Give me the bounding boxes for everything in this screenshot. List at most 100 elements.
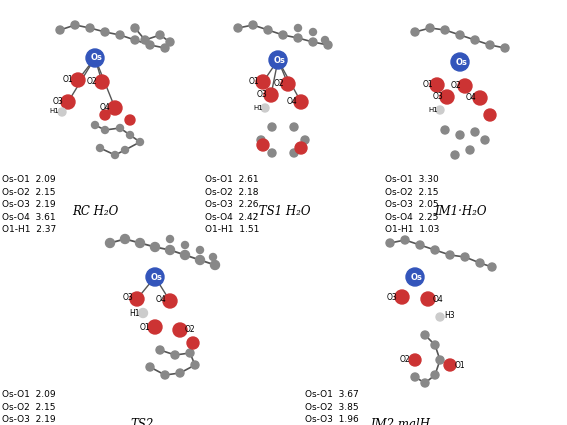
Circle shape [58, 108, 66, 116]
Text: O3: O3 [53, 96, 64, 105]
Circle shape [146, 41, 154, 49]
Circle shape [466, 146, 474, 154]
Text: TS2: TS2 [130, 418, 154, 425]
Circle shape [150, 243, 159, 252]
Circle shape [436, 356, 444, 364]
Circle shape [411, 28, 419, 36]
Circle shape [197, 246, 204, 253]
Circle shape [471, 128, 479, 136]
Text: H3: H3 [445, 312, 455, 320]
Circle shape [71, 73, 85, 87]
Text: Os: Os [411, 272, 423, 281]
Circle shape [136, 238, 145, 247]
Circle shape [440, 90, 454, 104]
Circle shape [446, 251, 454, 259]
Circle shape [484, 109, 496, 121]
Text: .TS1 H₂O: .TS1 H₂O [255, 205, 311, 218]
Circle shape [101, 28, 109, 36]
Circle shape [86, 49, 104, 67]
Text: O1: O1 [63, 74, 73, 83]
Circle shape [249, 21, 257, 29]
Text: O1: O1 [422, 79, 433, 88]
Text: Os: Os [151, 272, 163, 281]
Circle shape [426, 24, 434, 32]
Circle shape [264, 88, 278, 102]
Circle shape [234, 24, 242, 32]
Text: Os-O1  2.09
Os-O2  2.15
Os-O3  2.19
Os-O4  3.61
O1-H1  2.37: Os-O1 2.09 Os-O2 2.15 Os-O3 2.19 Os-O4 3… [2, 175, 56, 234]
Circle shape [461, 253, 469, 261]
Circle shape [126, 131, 133, 139]
Circle shape [209, 253, 217, 261]
Circle shape [416, 241, 424, 249]
Circle shape [163, 294, 177, 308]
Circle shape [441, 26, 449, 34]
Circle shape [261, 104, 269, 112]
Circle shape [476, 259, 484, 267]
Text: H1: H1 [130, 309, 140, 317]
Circle shape [279, 31, 287, 39]
Text: Os-O1  2.61
Os-O2  2.18
Os-O3  2.26
Os-O4  2.42
O1-H1  1.51: Os-O1 2.61 Os-O2 2.18 Os-O3 2.26 Os-O4 2… [205, 175, 259, 234]
Circle shape [431, 371, 439, 379]
Text: Os-O1  2.09
Os-O2  2.15
Os-O3  2.19
Os-O4  3.61
O1-H1  2.37: Os-O1 2.09 Os-O2 2.15 Os-O3 2.19 Os-O4 3… [2, 390, 56, 425]
Circle shape [131, 36, 139, 44]
Circle shape [187, 337, 199, 349]
Circle shape [431, 341, 439, 349]
Circle shape [61, 95, 75, 109]
Text: O3: O3 [433, 91, 443, 100]
Circle shape [141, 36, 149, 44]
Circle shape [301, 136, 309, 144]
Circle shape [176, 369, 184, 377]
Circle shape [269, 51, 287, 69]
Circle shape [100, 110, 110, 120]
Circle shape [486, 41, 494, 49]
Circle shape [156, 346, 164, 354]
Circle shape [456, 131, 464, 139]
Circle shape [501, 44, 509, 52]
Text: O1: O1 [455, 360, 466, 369]
Circle shape [96, 144, 104, 151]
Circle shape [294, 25, 302, 31]
Circle shape [116, 31, 124, 39]
Circle shape [171, 351, 179, 359]
Circle shape [167, 235, 174, 243]
Text: O4: O4 [287, 96, 297, 105]
Circle shape [137, 139, 143, 145]
Circle shape [121, 147, 129, 153]
Text: O3: O3 [122, 294, 133, 303]
Circle shape [294, 34, 302, 42]
Text: RC H₂O: RC H₂O [72, 205, 118, 218]
Circle shape [264, 26, 272, 34]
Circle shape [131, 24, 139, 32]
Circle shape [101, 127, 108, 133]
Circle shape [130, 292, 144, 306]
Circle shape [257, 139, 269, 151]
Text: Os: Os [456, 57, 468, 66]
Circle shape [310, 28, 316, 36]
Circle shape [161, 44, 169, 52]
Circle shape [295, 142, 307, 154]
Text: O4: O4 [433, 295, 443, 303]
Text: O2: O2 [87, 76, 98, 85]
Circle shape [148, 320, 162, 334]
Circle shape [488, 263, 496, 271]
Circle shape [180, 250, 189, 260]
Text: H1: H1 [49, 108, 59, 114]
Circle shape [436, 313, 444, 321]
Text: Os-O1  3.67
Os-O2  3.85
Os-O3  1.96
Os-O4  2.08
O2-H3  1.42: Os-O1 3.67 Os-O2 3.85 Os-O3 1.96 Os-O4 2… [305, 390, 359, 425]
Text: O3: O3 [387, 292, 397, 301]
Circle shape [91, 122, 99, 128]
Circle shape [125, 115, 135, 125]
Text: Os: Os [274, 56, 286, 65]
Circle shape [294, 95, 308, 109]
Text: Os-O1  3.30
Os-O2  2.15
Os-O3  2.05
Os-O4  2.25
O1-H1  1.03: Os-O1 3.30 Os-O2 2.15 Os-O3 2.05 Os-O4 2… [385, 175, 439, 234]
Circle shape [441, 126, 449, 134]
Circle shape [95, 75, 109, 89]
Text: H1: H1 [253, 105, 263, 111]
Circle shape [451, 151, 459, 159]
Circle shape [108, 101, 122, 115]
Circle shape [257, 136, 265, 144]
Circle shape [116, 125, 124, 131]
Text: O1: O1 [249, 76, 259, 85]
Circle shape [281, 77, 295, 91]
Circle shape [431, 246, 439, 254]
